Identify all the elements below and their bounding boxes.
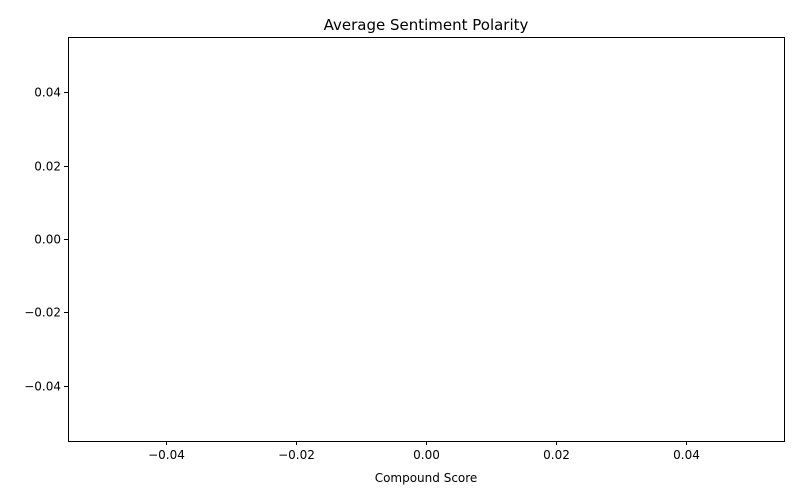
x-axis-label: Compound Score (375, 471, 478, 485)
y-tick-label: 0.00 (34, 233, 61, 247)
x-tick-label: −0.04 (148, 448, 185, 462)
x-axis: −0.04 −0.02 0.00 0.02 0.04 (148, 441, 700, 462)
y-tick-label: −0.02 (24, 306, 61, 320)
y-tick-label: 0.04 (34, 86, 61, 100)
x-tick-label: 0.02 (543, 448, 570, 462)
y-tick-label: −0.04 (24, 380, 61, 394)
x-tick-label: 0.00 (413, 448, 440, 462)
y-axis: 0.04 0.02 0.00 −0.02 −0.04 (24, 86, 68, 394)
x-tick-label: 0.04 (673, 448, 700, 462)
plot-area-frame (68, 37, 785, 442)
x-tick-label: −0.02 (278, 448, 315, 462)
chart-title: Average Sentiment Polarity (324, 16, 529, 34)
y-tick-label: 0.02 (34, 160, 61, 174)
